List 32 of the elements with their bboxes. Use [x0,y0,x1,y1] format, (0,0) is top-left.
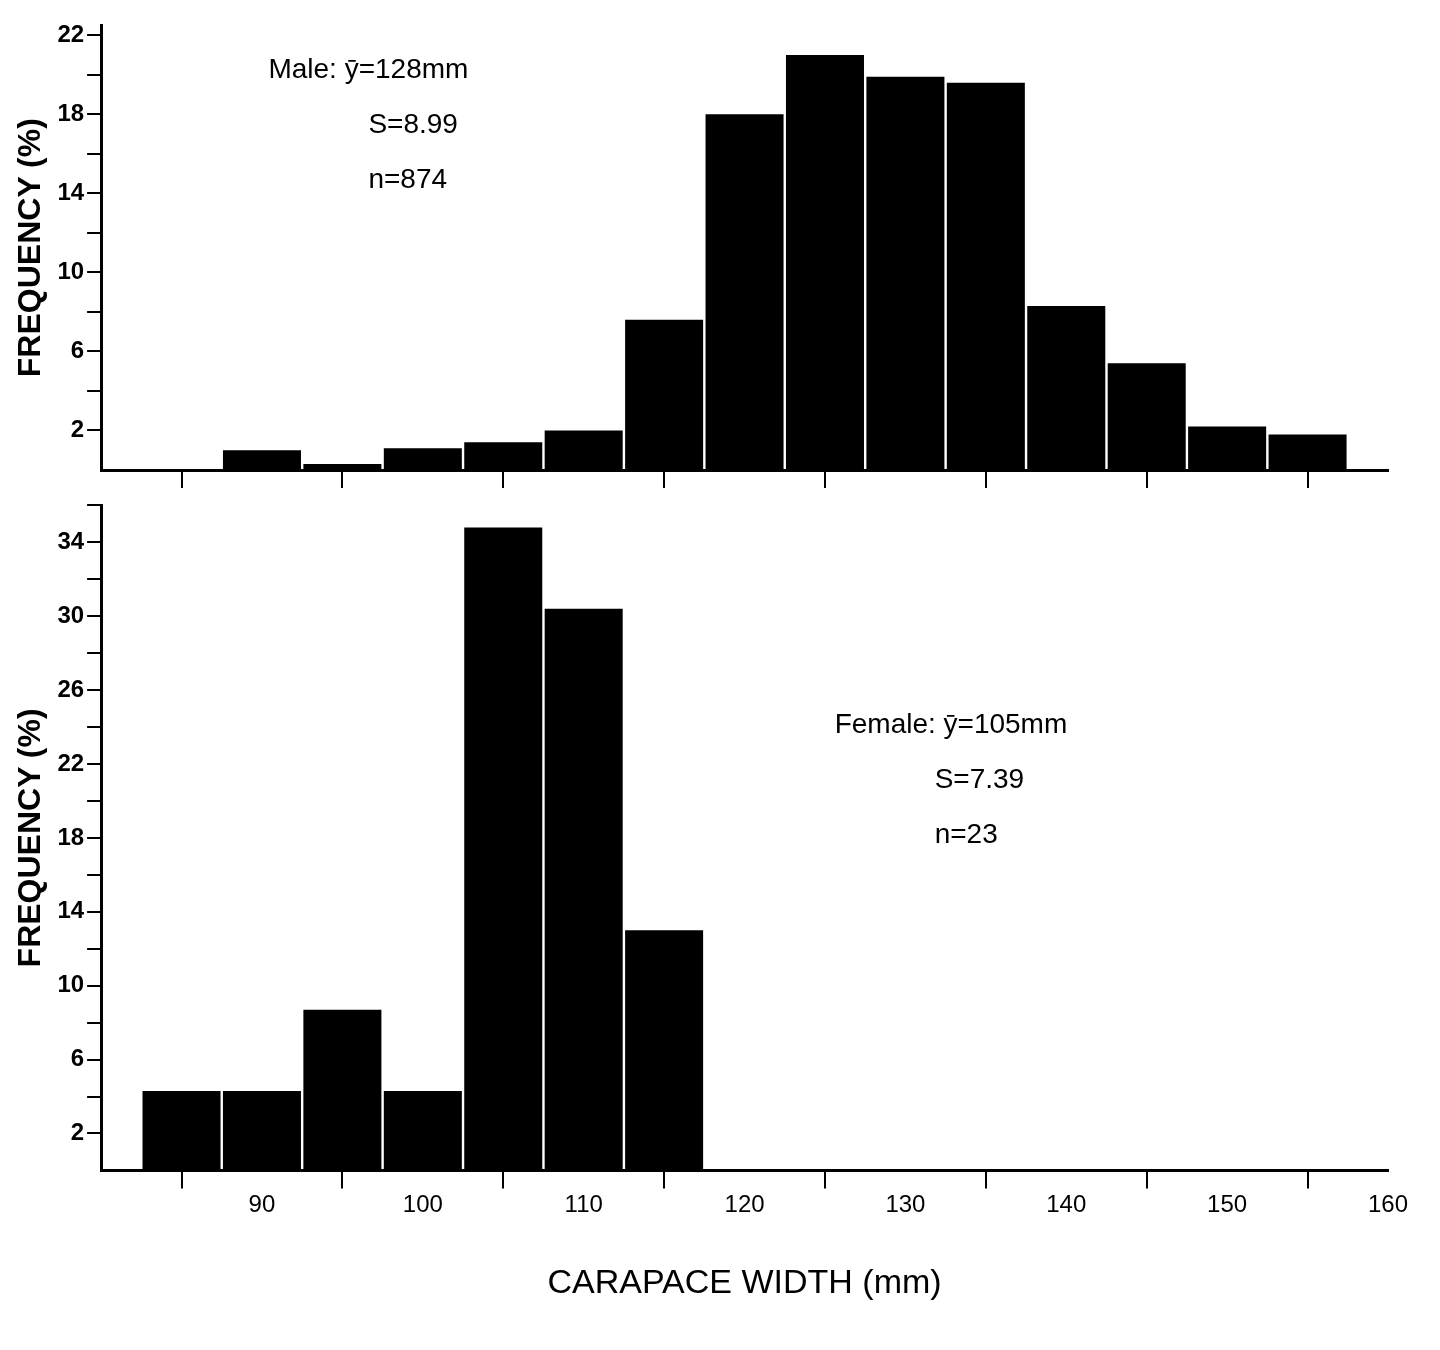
x-axis-title: CARAPACE WIDTH (mm) [547,1261,942,1300]
annotation: S=7.39 [934,762,1025,794]
y-tick-label: 10 [57,970,85,998]
y-tick-label: 18 [57,822,85,850]
x-tick-label: 120 [724,1190,765,1218]
y-tick-label: 22 [57,748,85,776]
annotation: n=874 [368,162,448,194]
x-tick-label: 130 [885,1190,926,1218]
y-tick-label: 18 [57,98,85,126]
annotation: S=8.99 [368,107,458,139]
y-tick-label: 14 [57,177,85,205]
x-tick-label: 150 [1207,1190,1248,1218]
annotation: Male: ȳ=128mm [268,52,469,84]
y-tick-label: 10 [57,257,85,285]
y-tick-label: 26 [57,674,85,702]
x-tick-label: 110 [564,1190,603,1218]
y-tick-label: 2 [70,415,85,443]
x-tick-label: 100 [402,1190,443,1218]
x-tick-label: 140 [1046,1190,1087,1218]
x-tick-label: 160 [1367,1190,1409,1218]
annotation: Female: ȳ=105mm [834,707,1068,739]
y-tick-label: 2 [70,1118,85,1146]
y-tick-label: 14 [57,896,85,924]
y-tick-label: 30 [57,600,85,628]
y-tick-label: 34 [57,526,85,554]
y-tick-label: 22 [57,19,85,47]
annotation: n=23 [934,817,998,849]
y-axis-title: FREQUENCY (%) [11,118,48,378]
y-axis-title: FREQUENCY (%) [11,708,48,968]
y-tick-label: 6 [70,336,85,364]
y-tick-label: 6 [70,1044,85,1072]
x-tick-label: 90 [248,1190,276,1218]
